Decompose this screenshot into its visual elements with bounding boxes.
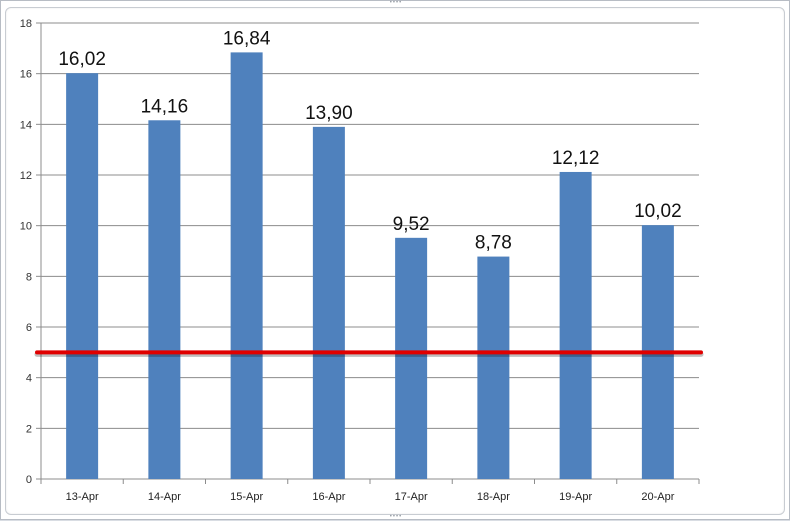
data-label: 16,02	[58, 49, 106, 70]
bar	[230, 52, 263, 480]
category-label: 14-Apr	[148, 491, 181, 503]
y-tick-label: 12	[20, 170, 32, 182]
data-label: 13,90	[305, 103, 353, 124]
y-tick-label: 16	[20, 69, 32, 81]
category-label: 17-Apr	[395, 491, 428, 503]
category-label: 18-Apr	[477, 491, 510, 503]
y-tick-label: 14	[20, 119, 32, 131]
category-label: 13-Apr	[66, 491, 99, 503]
bar	[477, 256, 510, 479]
y-tick-label: 8	[26, 271, 32, 283]
y-tick-label: 18	[20, 18, 32, 30]
y-tick-label: 2	[26, 423, 32, 435]
data-label: 12,12	[552, 148, 600, 169]
category-label: 19-Apr	[559, 491, 592, 503]
category-label: 15-Apr	[230, 491, 263, 503]
data-label: 9,52	[393, 214, 430, 235]
y-tick-label: 0	[26, 474, 32, 486]
data-label: 8,78	[475, 233, 512, 254]
y-tick-label: 6	[26, 322, 32, 334]
bar	[395, 237, 428, 479]
y-tick-label: 10	[20, 221, 32, 233]
top-resize-grip[interactable]: ••••	[389, 0, 403, 6]
bar	[312, 126, 345, 479]
data-label: 10,02	[634, 201, 682, 222]
category-label: 20-Apr	[641, 491, 674, 503]
bar	[148, 120, 181, 479]
bottom-resize-grip[interactable]: ••••	[389, 514, 403, 520]
data-label: 16,84	[223, 28, 271, 49]
bar	[66, 73, 99, 479]
data-label: 14,16	[141, 96, 189, 117]
bar	[559, 171, 592, 479]
category-label: 16-Apr	[312, 491, 345, 503]
y-tick-label: 4	[26, 373, 32, 385]
